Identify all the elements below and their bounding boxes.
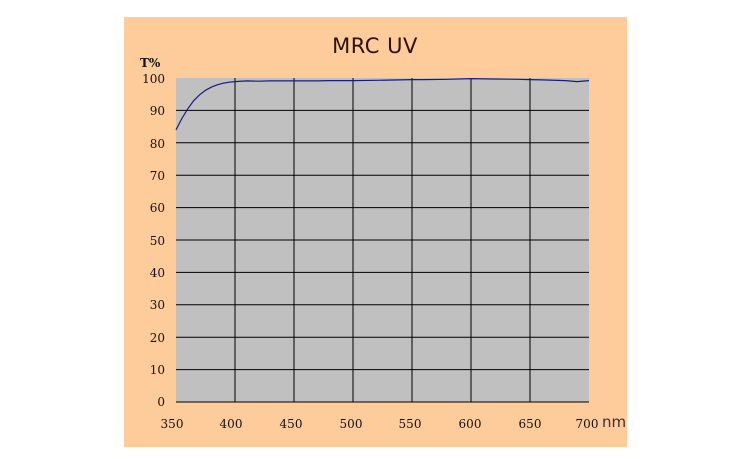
x-tick: 500	[339, 417, 363, 431]
x-tick: 450	[279, 417, 303, 431]
x-tick: 700	[575, 417, 599, 431]
transmittance-line	[175, 77, 590, 131]
x-axis-unit: nm	[602, 413, 627, 431]
y-tick: 100	[142, 72, 165, 86]
x-tick: 550	[398, 417, 422, 431]
y-tick: 80	[149, 137, 165, 151]
y-tick: 90	[149, 104, 165, 118]
y-tick: 40	[149, 266, 165, 280]
y-tick: 20	[149, 331, 165, 345]
grid-lines	[176, 78, 589, 403]
y-tick: 30	[149, 298, 165, 312]
y-axis-label: T%	[140, 56, 161, 70]
y-tick: 0	[157, 395, 165, 409]
x-tick: 400	[219, 417, 243, 431]
x-tick: 600	[458, 417, 482, 431]
y-tick: 50	[149, 234, 165, 248]
y-tick: 70	[149, 169, 165, 183]
y-tick: 10	[149, 363, 165, 377]
x-tick: 350	[160, 417, 184, 431]
x-tick: 650	[518, 417, 542, 431]
y-tick: 60	[149, 201, 165, 215]
chart-title: MRC UV	[332, 34, 418, 58]
